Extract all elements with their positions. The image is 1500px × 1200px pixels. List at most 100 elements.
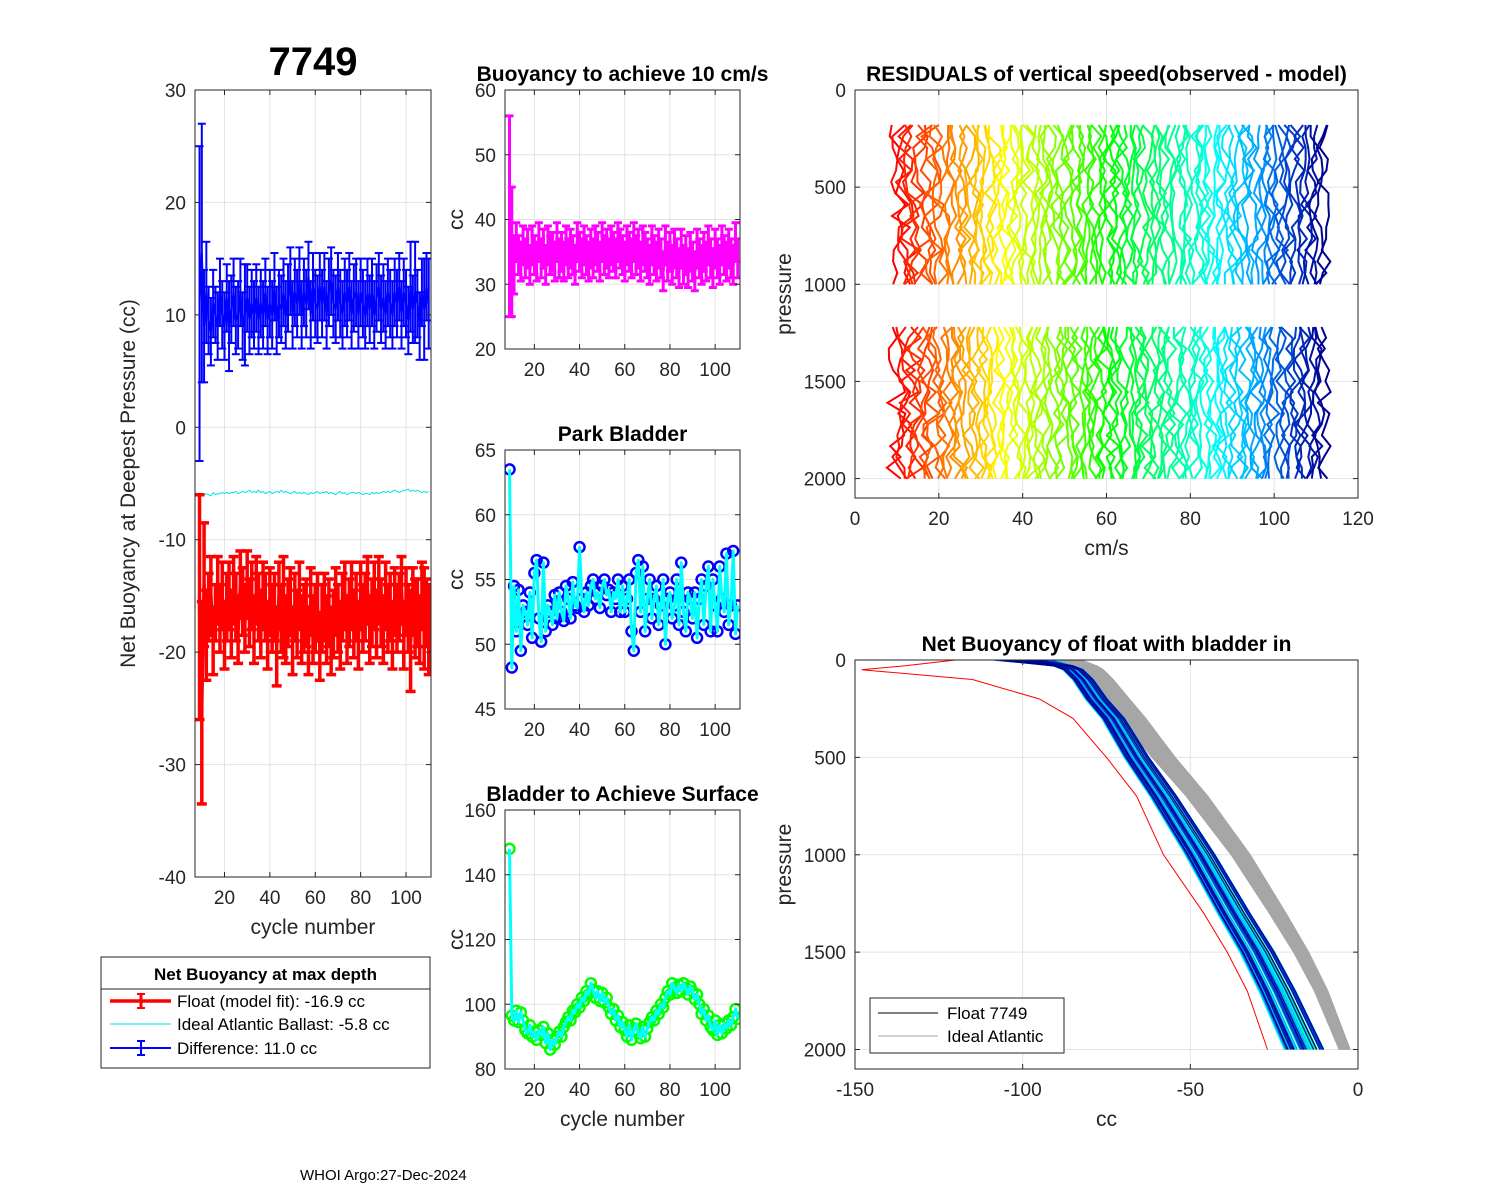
residual-profile-line xyxy=(1233,326,1248,479)
ideal-profile-line xyxy=(1025,660,1350,1050)
y-tick-label: 0 xyxy=(175,418,186,439)
residual-profile-line xyxy=(1194,326,1210,479)
residual-profile-line xyxy=(1071,326,1087,480)
residual-profile-line xyxy=(1304,124,1319,285)
x-tick-label: 60 xyxy=(614,1080,635,1101)
y-axis-label: Net Buoyancy at Deepest Pressure (cc) xyxy=(117,299,140,668)
residual-profile-line xyxy=(1029,326,1045,479)
x-tick-label: -100 xyxy=(1004,1080,1042,1101)
y-tick-label: 2000 xyxy=(804,470,846,491)
legend-box xyxy=(869,997,1065,1054)
y-axis-label: pressure xyxy=(773,824,796,906)
residual-profile-line xyxy=(1067,326,1082,480)
x-tick-label: 40 xyxy=(259,888,280,909)
y-tick-label: -40 xyxy=(159,868,186,889)
y-tick-label: 1000 xyxy=(804,846,846,867)
residual-profile-line xyxy=(999,326,1014,479)
ideal-atlantic-line xyxy=(199,488,429,497)
float-profile-line xyxy=(1022,660,1325,1050)
residual-profile-line xyxy=(945,327,960,479)
residual-profile-line xyxy=(1016,124,1032,285)
difference-line xyxy=(198,252,430,333)
plot-title: Net Buoyancy of float with bladder in xyxy=(922,633,1292,656)
residual-profile-line xyxy=(1282,124,1297,285)
x-tick-label: 0 xyxy=(850,509,861,530)
residual-profile-line xyxy=(1030,124,1044,285)
residual-profile-line xyxy=(1025,326,1040,480)
y-tick-label: 40 xyxy=(475,211,496,232)
y-tick-label: 500 xyxy=(814,178,846,199)
residual-profile-line xyxy=(1147,124,1162,285)
plot-area xyxy=(505,463,740,674)
y-tick-label: -10 xyxy=(159,531,186,552)
y-tick-label: 65 xyxy=(475,441,496,462)
residual-profile-line xyxy=(971,124,985,285)
residual-profile-line xyxy=(1236,326,1252,480)
x-tick-label: 100 xyxy=(1258,509,1290,530)
residual-profile-line xyxy=(1211,326,1226,480)
legend-entry: Ideal Atlantic Ballast: -5.8 cc xyxy=(177,1015,390,1034)
residual-profile-line xyxy=(1158,124,1171,285)
x-tick-label: -150 xyxy=(836,1080,874,1101)
ideal-profile-line xyxy=(1042,660,1344,1050)
y-tick-label: 45 xyxy=(475,700,496,721)
residual-profile-line xyxy=(1316,326,1332,480)
residual-profile-line xyxy=(1284,326,1298,479)
residual-profile-line xyxy=(1288,124,1303,285)
plot-title: Park Bladder xyxy=(558,423,688,446)
float-profile-line xyxy=(1000,660,1295,1050)
x-tick-label: 80 xyxy=(659,360,680,381)
y-tick-label: -30 xyxy=(159,756,186,777)
residual-profile-line xyxy=(1160,124,1176,285)
residual-profile-line xyxy=(1081,124,1095,285)
residual-profile-line xyxy=(923,124,945,285)
residual-profile-line xyxy=(970,326,986,480)
residual-profile-line xyxy=(1045,326,1062,480)
residual-profile-line xyxy=(907,326,926,479)
x-tick-label: 80 xyxy=(659,720,680,741)
plot-area xyxy=(505,842,740,1056)
y-tick-label: 160 xyxy=(464,801,496,822)
residual-profile-line xyxy=(1308,124,1320,285)
y-tick-label: 2000 xyxy=(804,1041,846,1062)
float-profile-line xyxy=(1021,660,1298,1050)
residual-profile-line xyxy=(1152,326,1166,480)
residual-profile-line xyxy=(1016,326,1031,479)
y-axis-label: cc xyxy=(445,209,468,230)
residual-profile-line xyxy=(1118,326,1132,480)
residual-profile-line xyxy=(999,124,1015,286)
residual-profile-line xyxy=(939,326,955,479)
residual-profile-line xyxy=(936,124,951,285)
y-tick-label: 10 xyxy=(165,306,186,327)
axes-frame xyxy=(504,449,741,710)
residual-profile-line xyxy=(1109,124,1124,285)
float-profile-line xyxy=(1000,660,1288,1050)
residual-profile-line xyxy=(912,124,933,285)
residual-profile-line xyxy=(1045,124,1061,285)
legend-entry: Float 7749 xyxy=(947,1004,1027,1023)
x-tick-label: 60 xyxy=(614,720,635,741)
residual-profile-line xyxy=(1279,124,1292,285)
residual-profile-line xyxy=(1085,124,1098,285)
residual-profile-line xyxy=(1096,326,1112,479)
residual-profile-line xyxy=(967,326,981,480)
legend-swatch xyxy=(110,993,171,1009)
residual-profile-line xyxy=(1037,326,1053,479)
x-tick-label: 80 xyxy=(1180,509,1201,530)
buoyancy-line xyxy=(508,216,740,273)
ideal-profile-line xyxy=(1037,660,1345,1050)
y-tick-label: 500 xyxy=(814,748,846,769)
y-tick-label: 55 xyxy=(475,571,496,592)
ideal-profile-line xyxy=(1066,660,1348,1050)
float-profiles xyxy=(993,660,1325,1050)
residual-profile-line xyxy=(1152,124,1168,285)
y-tick-label: 20 xyxy=(475,340,496,361)
y-tick-label: 80 xyxy=(475,1060,496,1081)
residual-profile-line xyxy=(1215,124,1231,285)
residual-profile-line xyxy=(1280,326,1294,479)
y-tick-label: 50 xyxy=(475,146,496,167)
figure-footer: WHOI Argo:27-Dec-2024 xyxy=(300,1167,467,1184)
